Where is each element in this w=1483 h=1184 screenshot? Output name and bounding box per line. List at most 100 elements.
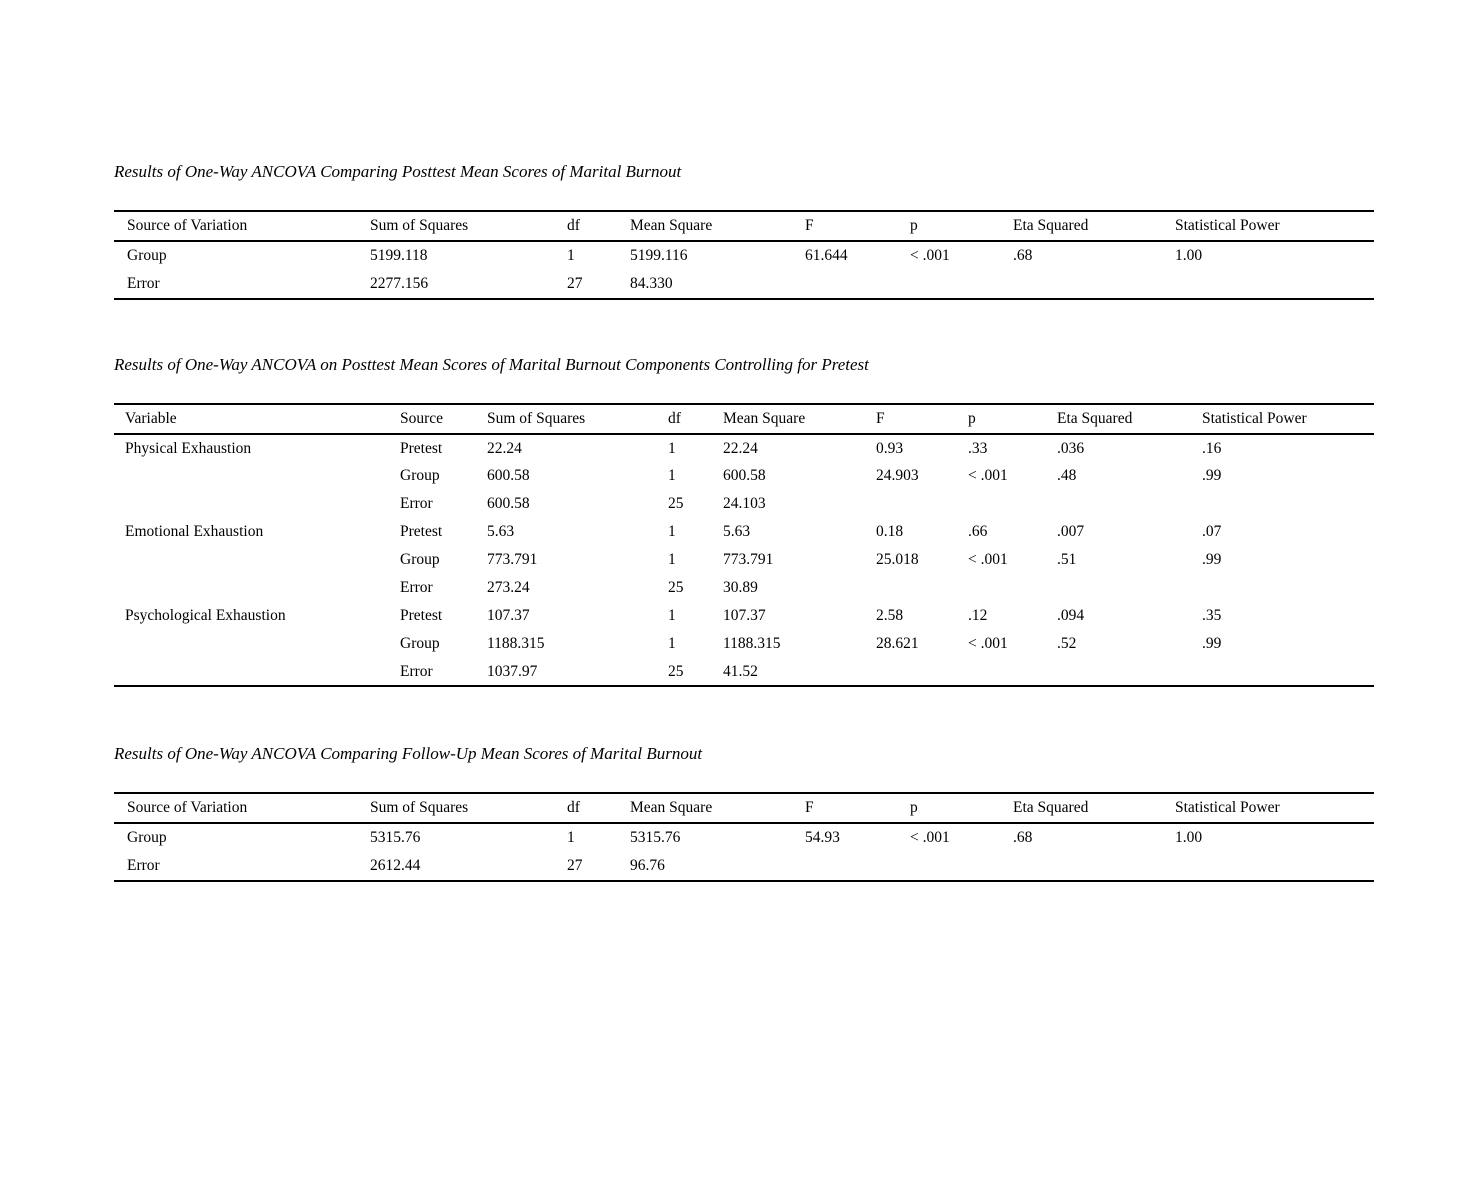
table-cell: 2277.156 [370,270,567,300]
table-cell: 1 [668,523,676,540]
table-cell: 1 [668,551,676,568]
column-header: Sum of Squares [370,792,567,824]
table-cell: 1 [567,829,575,846]
header-row: Source of Variation Sum of Squares df Mean … [114,210,1374,242]
table-cell: < .001 [968,635,1008,652]
column-header: p [910,792,1013,824]
table-cell [1175,270,1374,300]
table-cell: .007 [1057,523,1085,540]
table-cell: 5199.116 [630,247,688,264]
table-cell: Group [127,247,167,264]
table-cell: Physical Exhaustion [125,439,252,457]
table-cell: Psychological Exhaustion [125,607,286,624]
table-cell: 84.330 [630,270,805,300]
column-header: F [876,403,968,435]
table-cell: 773.791 [487,551,538,568]
table-cell [1057,574,1202,602]
table-cell: 1188.315 [487,635,545,652]
header-row: Source of Variation Sum of Squares df Mean … [114,792,1374,824]
table-cell: 107.37 [487,607,530,624]
column-header: Statistical Power [1175,792,1374,824]
column-header: Statistical Power [1175,210,1374,242]
table-cell: 25 [668,579,684,596]
table-cell: .12 [968,607,988,624]
table-cell: 25.018 [876,551,919,568]
table-cell: .48 [1057,467,1077,484]
table-cell: Group [400,467,440,484]
table-cell [114,490,400,518]
table-row: Group 1188.315 1 1188.315 28.621 < .001 .52 .99 [114,630,1374,658]
table-cell: 2.58 [876,607,904,624]
table-cell: 54.93 [805,829,840,846]
table-cell: 5.63 [487,523,515,540]
table-cell: 61.644 [805,247,848,264]
table-row: Group 600.58 1 600.58 24.903 < .001 .48 .99 [114,462,1374,490]
table-cell: Pretest [400,439,443,457]
table-cell: 1037.97 [487,658,668,687]
column-header: Eta Squared [1057,403,1202,435]
table-row: Error 2612.44 27 96.76 [114,852,1374,882]
table-cell [1013,852,1175,882]
table-title-followup: Results of One-Way ANCOVA Comparing Foll… [114,744,703,763]
table-cell: .33 [968,439,988,457]
table-row: Error 2277.156 27 84.330 [114,270,1374,300]
table-row: Error 273.24 25 30.89 [114,574,1374,602]
table-cell [1175,852,1374,882]
table-cell [805,270,910,300]
column-header: p [968,403,1057,435]
column-header: p [910,210,1013,242]
table-cell [1013,270,1175,300]
table-cell: 2612.44 [370,852,567,882]
table-cell: 1 [668,439,676,457]
column-header: Eta Squared [1013,792,1175,824]
table-cell: .99 [1202,635,1222,652]
table-cell [1202,658,1374,687]
table-cell: 28.621 [876,635,919,652]
table-cell: .07 [1202,523,1222,540]
table-row: Error 1037.97 25 41.52 [114,658,1374,687]
table-cell: .99 [1202,467,1222,484]
column-header: Statistical Power [1202,403,1374,435]
table-cell [876,490,968,518]
table-cell: 600.58 [723,467,766,484]
column-header: Mean Square [630,792,805,824]
table-cell: 5199.118 [370,247,428,264]
ancova-followup-table: Source of Variation Sum of Squares df Mean … [114,792,1374,882]
table-cell [876,658,968,687]
table-cell [968,658,1057,687]
table-cell: 600.58 [487,495,530,512]
table-cell: 24.903 [876,467,919,484]
column-header: df [567,210,630,242]
table-cell [114,630,400,658]
table-cell: 1.00 [1175,829,1203,846]
data-table: Source of Variation Sum of Squares df Mean … [114,792,1374,882]
table-cell: 5.63 [723,523,751,540]
table-cell: .52 [1057,635,1077,652]
column-header: Sum of Squares [487,403,668,435]
table-cell: < .001 [968,467,1008,484]
table-cell [114,546,400,574]
column-header: Mean Square [630,210,805,242]
table-cell: .094 [1057,607,1085,624]
table-cell: 1.00 [1175,247,1203,264]
table-cell: 0.93 [876,439,904,457]
table-cell: 273.24 [487,579,530,596]
ancova-posttest-table: Source of Variation Sum of Squares df Mean … [114,210,1374,300]
column-header: F [805,210,910,242]
table-cell: 1 [668,635,676,652]
table-cell [114,462,400,490]
table-cell [1202,574,1374,602]
table-cell [910,852,1013,882]
table-row: Group 5315.76 1 5315.76 54.93 < .001 .68 1.00 [114,823,1374,852]
table-cell: 1188.315 [723,635,781,652]
column-header: Variable [114,403,400,435]
column-header: Source [400,403,487,435]
table-cell [114,574,400,602]
table-cell: 107.37 [723,607,766,624]
table-cell: .51 [1057,551,1077,568]
table-cell: 1 [668,467,676,484]
table-title-posttest: Results of One-Way ANCOVA Comparing Post… [114,162,682,181]
table-cell [1057,658,1202,687]
table-cell: Error [114,270,370,300]
ancova-components-section: Results of One-Way ANCOVA on Posttest Me… [114,355,1374,687]
